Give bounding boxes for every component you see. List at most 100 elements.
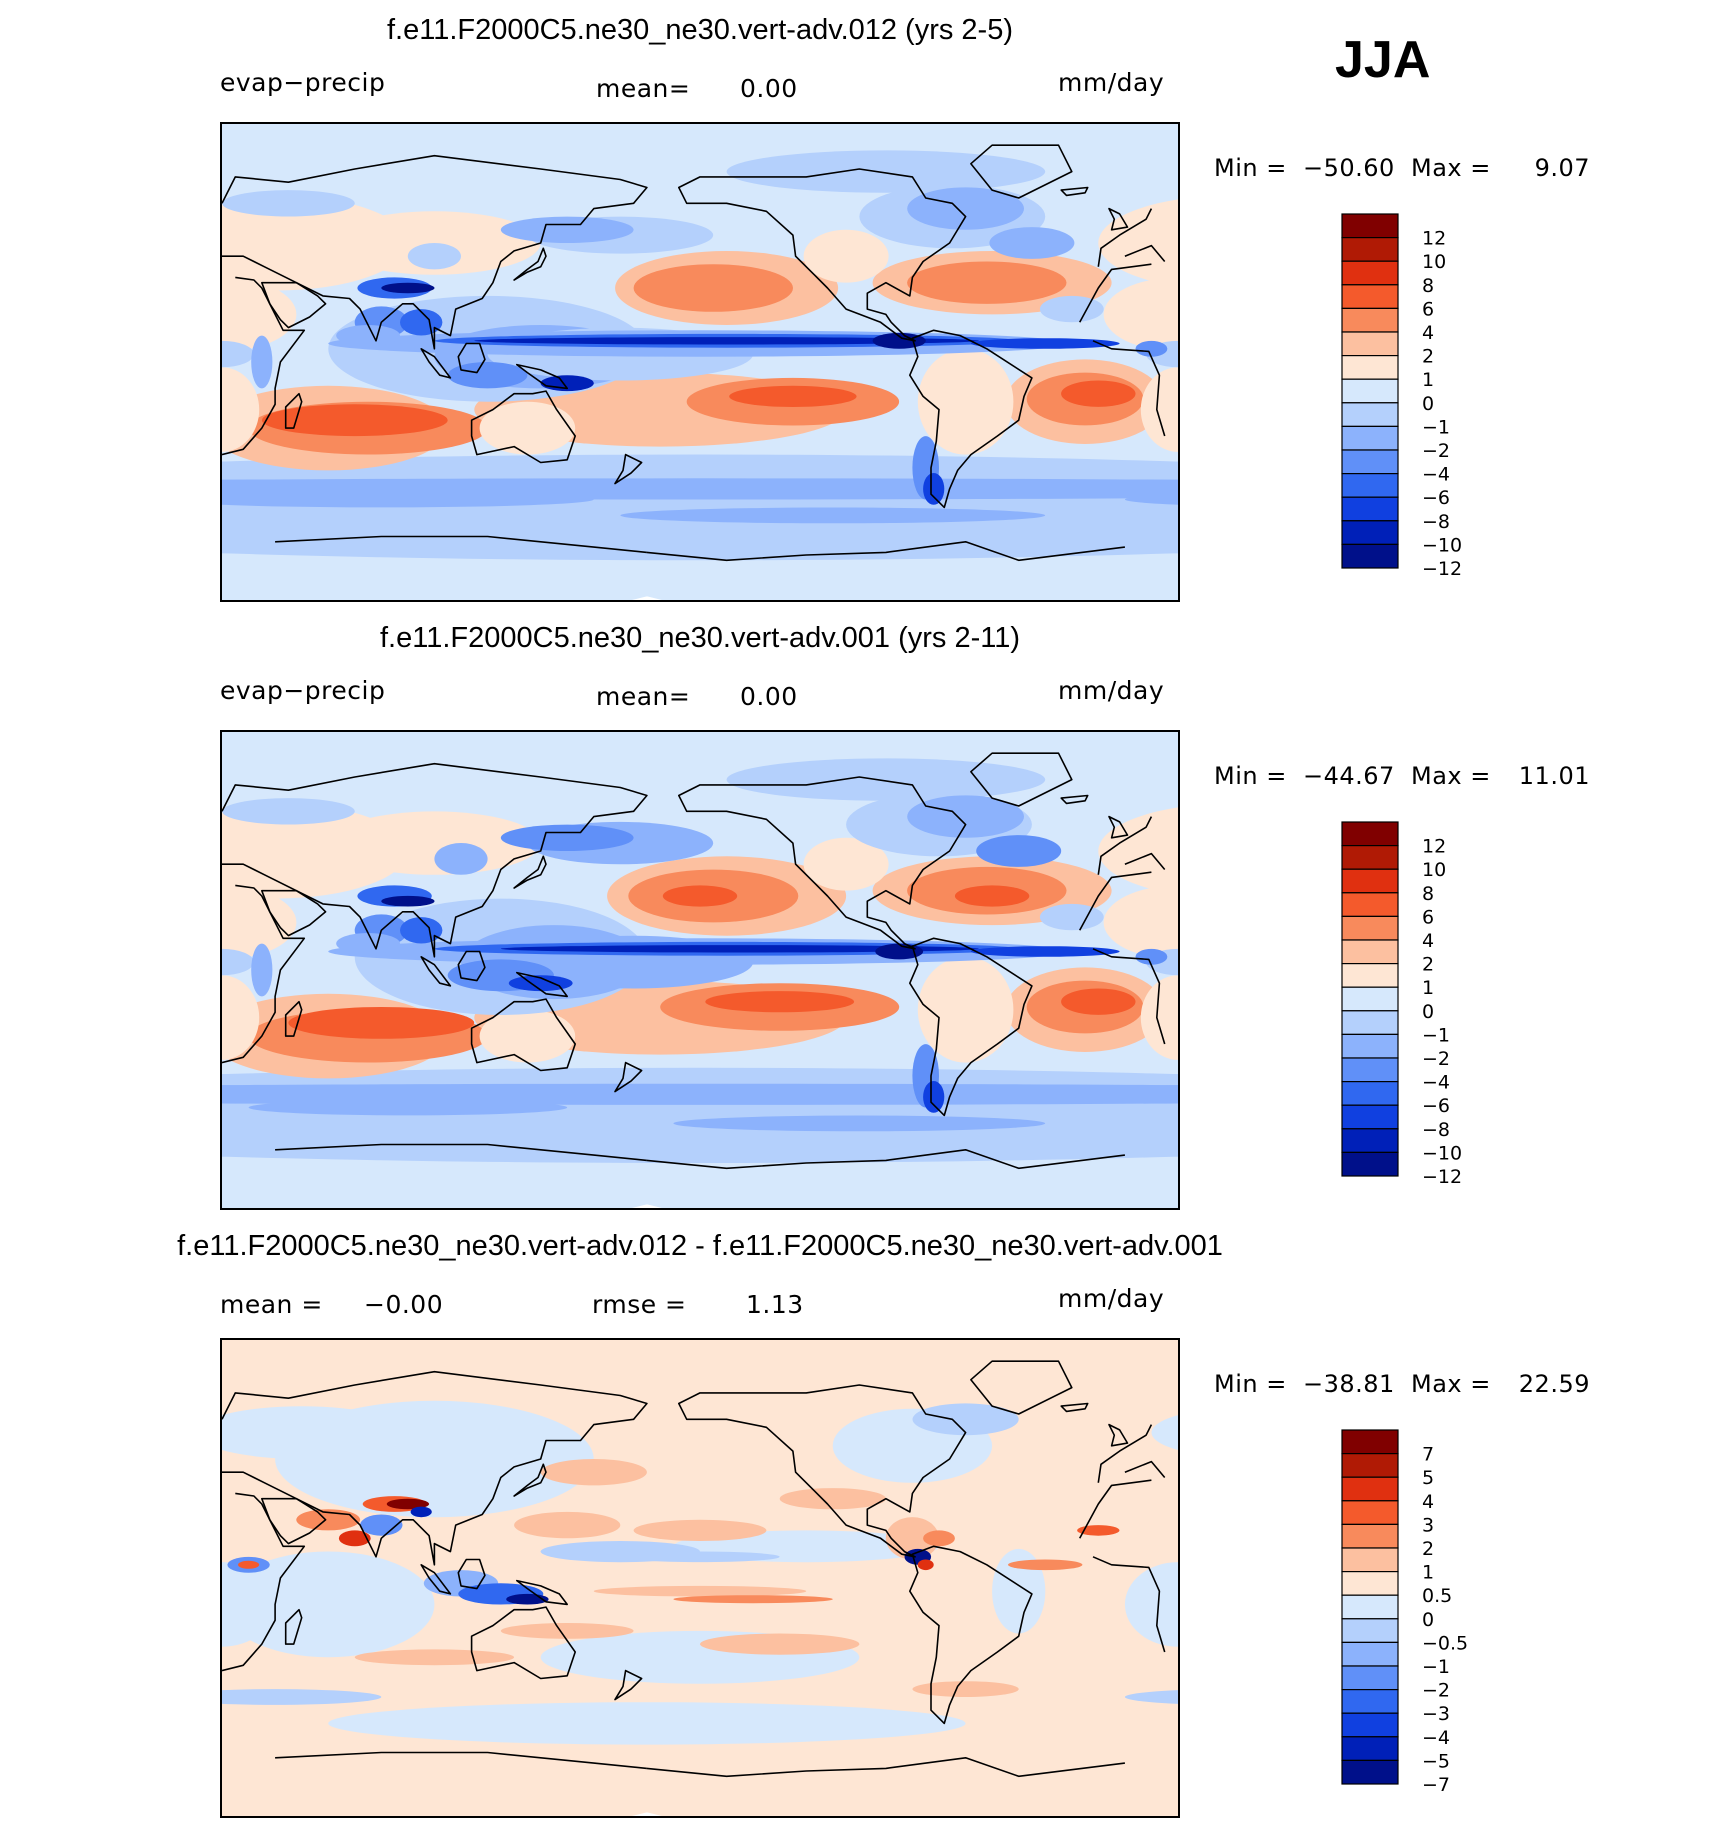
coastline-australia — [470, 390, 577, 464]
colorbar-tick-label: 10 — [1422, 251, 1446, 273]
coastline-sumatra — [420, 1564, 452, 1595]
coastline-eurasia — [222, 154, 648, 350]
colorbar-box — [1341, 1689, 1399, 1714]
coastline-antarctica — [275, 1143, 647, 1162]
coastline-eurasia — [222, 1370, 648, 1566]
field-contour — [222, 948, 254, 976]
coastline-japan — [513, 855, 547, 889]
coastline-new-zealand — [614, 1061, 643, 1093]
field-contour — [447, 362, 528, 389]
coastline-new-zealand — [614, 1669, 643, 1701]
field-contour — [328, 1702, 966, 1745]
coastline-madagascar — [284, 1608, 303, 1645]
panel-2-mean-value: 0.00 — [740, 682, 798, 711]
colorbar-box — [1341, 1057, 1399, 1083]
colorbar-tick-label: −2 — [1422, 1048, 1450, 1070]
coastline-greenland — [970, 144, 1073, 199]
panel-2-max-label: Max = — [1411, 762, 1491, 790]
panel-3-min-label: Min = — [1214, 1370, 1287, 1398]
colorbar-box — [1341, 378, 1399, 404]
field-contour — [222, 491, 594, 508]
field-contour — [248, 1099, 568, 1116]
field-contour — [803, 229, 889, 283]
coastline-africa — [1078, 871, 1152, 931]
colorbar-box — [1341, 237, 1399, 262]
panel-2-title: f.e11.F2000C5.ne30_ne30.vert-adv.001 (yr… — [380, 622, 1020, 654]
coastline-iceland — [1060, 794, 1089, 805]
field-contour — [434, 843, 488, 875]
panel-3-rmse-label: rmse = — [592, 1290, 687, 1319]
coastline-north-america — [677, 1384, 967, 1558]
field-contour — [222, 975, 260, 1060]
field-contour — [500, 824, 634, 851]
coastline-australia — [470, 1606, 577, 1680]
field-contour — [251, 335, 273, 389]
coastline-antarctica — [646, 540, 1125, 562]
field-contour — [500, 216, 634, 243]
colorbar-tick-label: 2 — [1422, 1538, 1434, 1560]
colorbar-box — [1341, 1081, 1399, 1106]
colorbar-tick-label: 12 — [1422, 836, 1446, 858]
colorbar-tick-label: 4 — [1422, 1491, 1434, 1513]
colorbar-box — [1341, 1759, 1399, 1785]
colorbar-box — [1341, 1594, 1399, 1620]
panel-3-mean-label: mean = — [220, 1290, 323, 1319]
colorbar-box — [1341, 425, 1399, 451]
field-contour — [1098, 807, 1178, 895]
colorbar-tick-label: 4 — [1422, 322, 1434, 344]
colorbar-box — [1341, 307, 1399, 333]
colorbar-box — [1341, 892, 1399, 918]
field-contour — [479, 401, 576, 455]
field-contour — [222, 137, 807, 191]
field-contour — [917, 348, 1014, 455]
field-contour — [222, 798, 355, 825]
colorbar-tick-label: −7 — [1422, 1774, 1450, 1796]
coastline-africa — [222, 884, 306, 1064]
colorbar-box — [1341, 449, 1399, 475]
field-contour — [992, 1548, 1046, 1634]
colorbar-box — [1341, 1429, 1399, 1455]
colorbar-tick-label: 6 — [1422, 906, 1434, 928]
field-contour — [381, 895, 435, 907]
colorbar-tick-label: −2 — [1422, 1680, 1450, 1702]
field-contour — [336, 325, 400, 347]
field-contour — [954, 885, 1030, 907]
field-contour — [500, 1623, 634, 1639]
coastline-antarctica — [646, 1148, 1125, 1170]
coastline-south-america — [908, 1545, 1033, 1725]
field-contour — [912, 1403, 1019, 1436]
field-contour — [923, 473, 945, 505]
colorbar-box — [1341, 543, 1399, 569]
field-contour — [222, 1406, 408, 1459]
field-contour — [354, 1649, 515, 1666]
colorbar-box — [1341, 496, 1399, 522]
field-contour — [633, 1519, 767, 1541]
field-contour — [222, 1689, 382, 1705]
coastline-eurasia — [1124, 1460, 1166, 1479]
coastline-borneo — [457, 1558, 486, 1590]
field-contour — [222, 367, 260, 452]
field-contour — [1124, 1562, 1178, 1647]
panel-3-min-value: −38.81 — [1303, 1370, 1395, 1398]
field-contour — [912, 1681, 1019, 1697]
coastline-new-zealand — [614, 453, 643, 485]
colorbar-box — [1341, 915, 1399, 941]
field-contour — [1140, 367, 1178, 452]
panel-2-min-label: Min = — [1214, 762, 1287, 790]
field-contour — [222, 340, 254, 368]
coastline-africa — [222, 276, 306, 456]
panel-1-title: f.e11.F2000C5.ne30_ne30.vert-adv.012 (yr… — [386, 14, 1014, 46]
colorbar-tick-label: −1 — [1422, 1656, 1450, 1678]
coastline-sumatra — [420, 348, 452, 379]
colorbar-tick-label: 6 — [1422, 298, 1434, 320]
coastline-japan — [513, 1463, 547, 1497]
panel-2-units: mm/day — [1058, 676, 1165, 705]
field-contour — [251, 943, 273, 997]
colorbar-box — [1341, 1641, 1399, 1667]
colorbar-box — [1341, 284, 1399, 310]
field-contour — [620, 507, 1046, 524]
panel-1-variable: evap−precip — [220, 68, 386, 97]
field-contour — [1039, 295, 1104, 323]
field-contour — [1135, 948, 1168, 965]
